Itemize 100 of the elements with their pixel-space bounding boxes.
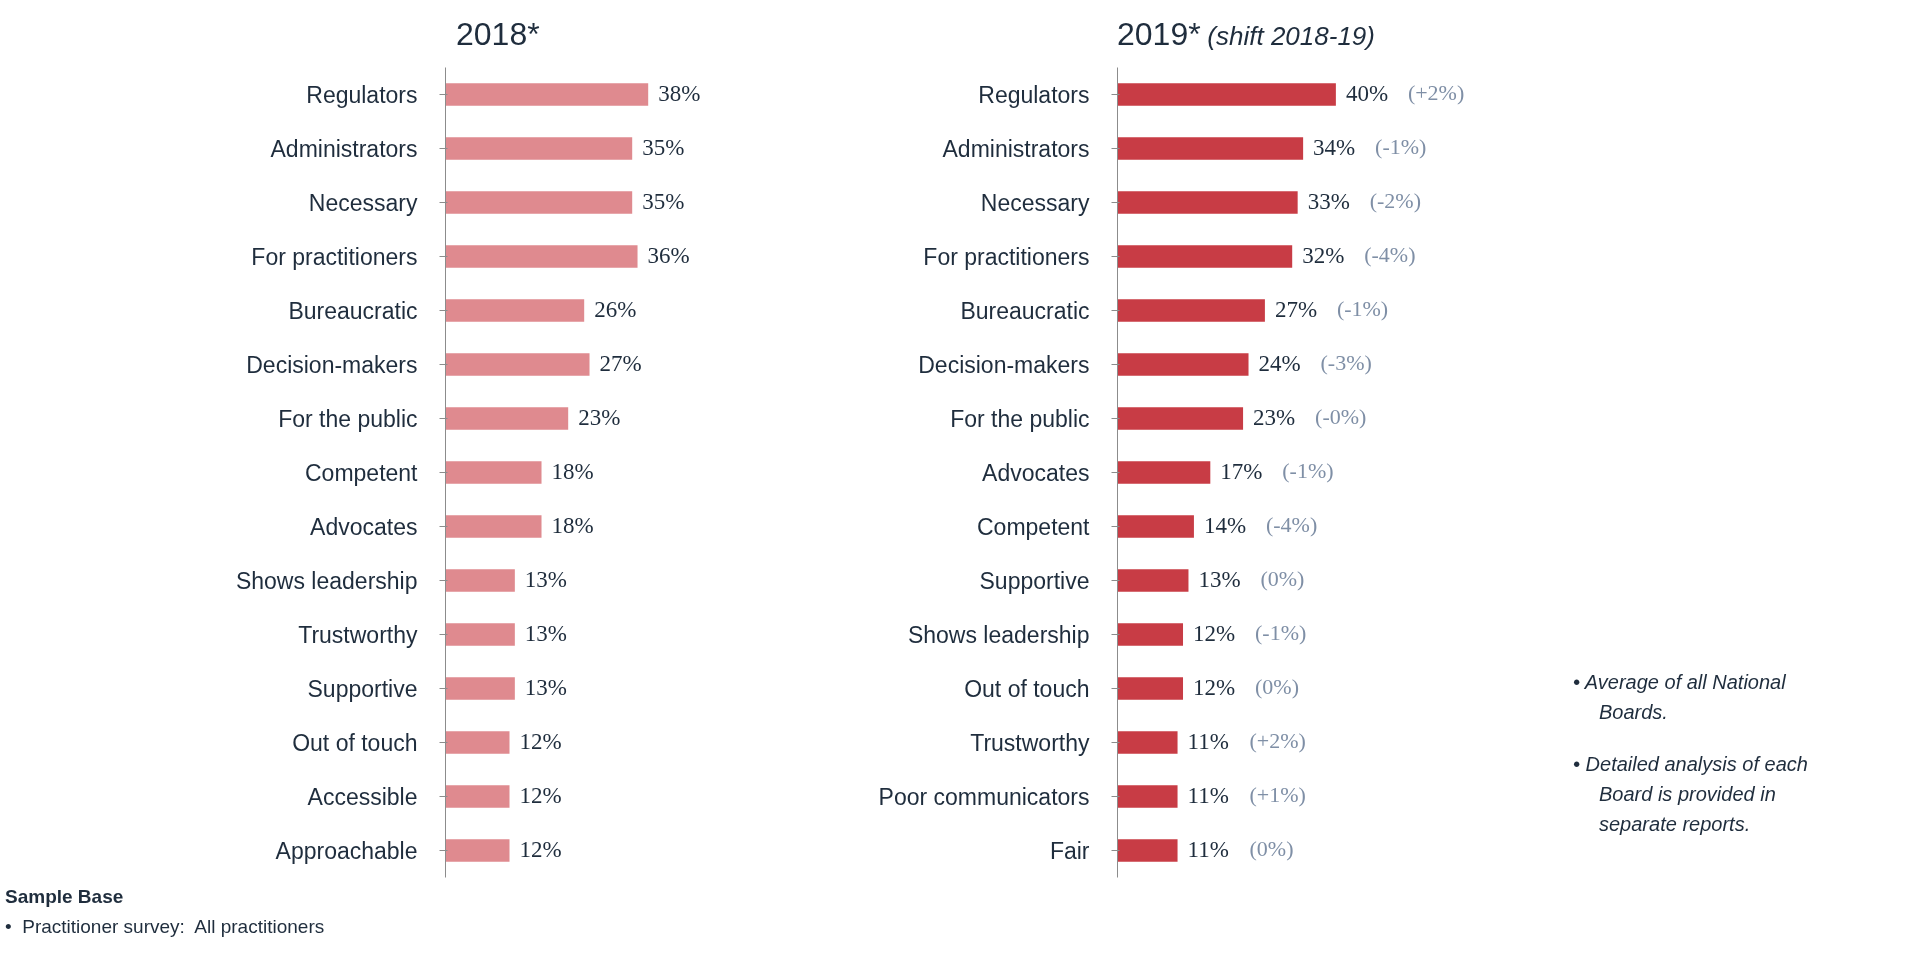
y-tick-label: Shows leadership xyxy=(235,567,418,594)
y-tick-label: Administrators xyxy=(942,135,1090,162)
bar xyxy=(1117,299,1265,322)
y-tick-label: Shows leadership xyxy=(907,621,1090,648)
data-label: 13% xyxy=(524,566,568,592)
data-label: 24% xyxy=(1258,350,1301,376)
data-label: 27% xyxy=(599,350,642,376)
chart-title: 2018* xyxy=(456,16,540,52)
y-tick-label: Poor communicators xyxy=(878,783,1090,810)
data-label: 12% xyxy=(1193,620,1236,646)
y-tick-label: Supportive xyxy=(979,567,1090,594)
bar xyxy=(1117,515,1194,538)
bar xyxy=(445,137,633,160)
bar xyxy=(1117,623,1184,646)
data-label: 13% xyxy=(1198,566,1241,592)
y-tick-label: Decision-makers xyxy=(246,351,418,378)
annotation: (-4%) xyxy=(1265,511,1318,537)
chart-subtitle: (shift 2018-19) xyxy=(1207,21,1375,51)
data-label: 23% xyxy=(578,404,621,430)
y-tick-label: Decision-makers xyxy=(918,351,1090,378)
data-label: 32% xyxy=(1302,242,1345,268)
y-tick-label: Administrators xyxy=(270,135,418,162)
chart-title: 2019* xyxy=(1117,16,1201,52)
y-tick-label: For practitioners xyxy=(923,243,1090,270)
bar xyxy=(1117,569,1189,592)
data-label: 12% xyxy=(519,728,562,754)
data-label: 12% xyxy=(519,782,562,808)
bar xyxy=(445,623,515,646)
annotation: (+2%) xyxy=(1249,727,1306,753)
y-tick-label: Supportive xyxy=(307,675,418,702)
data-label: 11% xyxy=(1187,782,1229,808)
y-tick-label: Advocates xyxy=(310,513,418,540)
data-label: 35% xyxy=(642,188,685,214)
bar xyxy=(1117,677,1184,700)
y-tick-label: Competent xyxy=(304,459,419,486)
data-label: 13% xyxy=(524,620,568,646)
y-tick-label: Fair xyxy=(1049,837,1090,864)
bar xyxy=(1117,245,1293,268)
y-tick-label: For the public xyxy=(278,405,418,432)
annotation: (-1%) xyxy=(1255,619,1307,645)
y-tick-label: Approachable xyxy=(275,837,418,864)
annotation: (-1%) xyxy=(1282,457,1334,483)
annotation: (0%) xyxy=(1249,835,1294,861)
y-tick-label: Necessary xyxy=(980,189,1090,216)
y-tick-label: Regulators xyxy=(306,81,418,108)
bar xyxy=(445,677,515,700)
y-tick-label: Bureaucratic xyxy=(960,297,1090,324)
data-label: 12% xyxy=(519,836,562,862)
data-label: 17% xyxy=(1220,458,1263,484)
annotation: (-3%) xyxy=(1320,349,1372,375)
y-tick-label: Out of touch xyxy=(292,729,418,756)
text: (-1%) xyxy=(1375,133,1427,159)
bar xyxy=(1117,83,1336,106)
text: Sample Base xyxy=(5,885,125,909)
bar xyxy=(1117,353,1249,376)
data-label: 12% xyxy=(1193,674,1236,700)
y-tick-label: Accessible xyxy=(307,783,418,810)
bar xyxy=(445,191,633,214)
y-tick-label: Out of touch xyxy=(964,675,1090,702)
bar xyxy=(445,785,510,808)
annotation: (0%) xyxy=(1260,565,1305,591)
bar xyxy=(445,83,649,106)
bar xyxy=(445,839,510,862)
y-tick-label: Advocates xyxy=(982,459,1090,486)
bar xyxy=(1117,731,1178,754)
bar xyxy=(445,569,515,592)
data-label: 14% xyxy=(1203,512,1247,538)
data-label: 23% xyxy=(1253,404,1296,430)
bar xyxy=(445,353,590,376)
data-label: 34% xyxy=(1313,134,1356,160)
text: • Practitioner survey: All practitioners xyxy=(5,915,325,939)
data-label: 11% xyxy=(1187,728,1229,754)
data-label: 35% xyxy=(642,134,685,160)
bar xyxy=(445,461,542,484)
data-label: 13% xyxy=(524,674,568,700)
bar xyxy=(1117,785,1178,808)
y-tick-label: Trustworthy xyxy=(970,729,1090,756)
text: (-4%) xyxy=(1364,241,1416,267)
data-label: 36% xyxy=(647,242,690,268)
annotation: (+1%) xyxy=(1249,781,1306,807)
bar xyxy=(445,245,638,268)
data-label: 40% xyxy=(1345,80,1389,106)
y-tick-label: Necessary xyxy=(308,189,418,216)
y-tick-label: Bureaucratic xyxy=(288,297,418,324)
bar xyxy=(445,299,585,322)
text: (+2%) xyxy=(1407,79,1465,105)
bar xyxy=(445,407,569,430)
data-label: 11% xyxy=(1187,836,1229,862)
y-tick-label: Competent xyxy=(976,513,1091,540)
y-tick-label: Trustworthy xyxy=(298,621,418,648)
data-label: 38% xyxy=(658,80,701,106)
bar xyxy=(445,731,510,754)
data-label: 26% xyxy=(594,296,637,322)
data-label: 33% xyxy=(1307,188,1350,214)
y-tick-label: For the public xyxy=(950,405,1090,432)
text: • Detailed analysis of each Board is provided in separate reports. xyxy=(1573,752,1809,837)
bar xyxy=(1117,407,1244,430)
bar xyxy=(1117,839,1178,862)
bar xyxy=(1117,191,1298,214)
annotation: (-0%) xyxy=(1315,403,1367,429)
